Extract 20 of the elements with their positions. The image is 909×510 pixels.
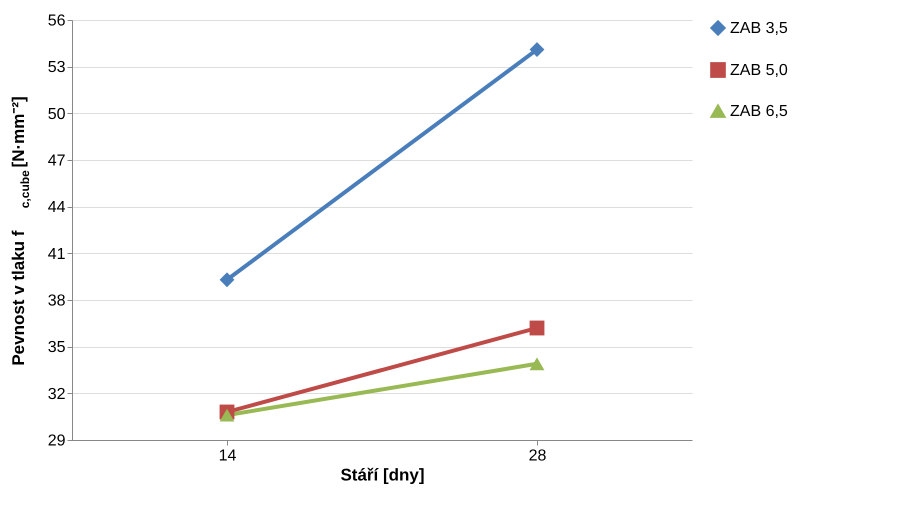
y-tick-label: 35 — [48, 339, 66, 356]
point — [530, 320, 544, 336]
y-tick-label: 32 — [48, 386, 66, 403]
x-tick-label: 14 — [218, 448, 236, 464]
y-tick-label: 47 — [48, 152, 66, 170]
x-axis-title: Stáří [dny] — [340, 466, 425, 484]
y-tick-label: 56 — [48, 12, 66, 30]
x-tick-label: 28 — [528, 448, 546, 464]
y-tick-label: 50 — [48, 106, 66, 123]
y-tick-label: 38 — [48, 292, 66, 310]
y-tick-label: 29 — [48, 432, 66, 450]
legend-label: ZAB 6,5 — [730, 103, 788, 120]
text: Pevnost v tlaku fc,cube [N·mm⁻²] — [9, 96, 32, 366]
y-tick-label: 53 — [48, 59, 66, 76]
point — [220, 272, 234, 288]
legend-label: ZAB 3,5 — [730, 20, 788, 37]
y-tick-label: 41 — [48, 246, 66, 263]
point — [530, 42, 544, 57]
y-tick-label: 44 — [48, 199, 66, 216]
legend-label: ZAB 5,0 — [730, 62, 788, 79]
